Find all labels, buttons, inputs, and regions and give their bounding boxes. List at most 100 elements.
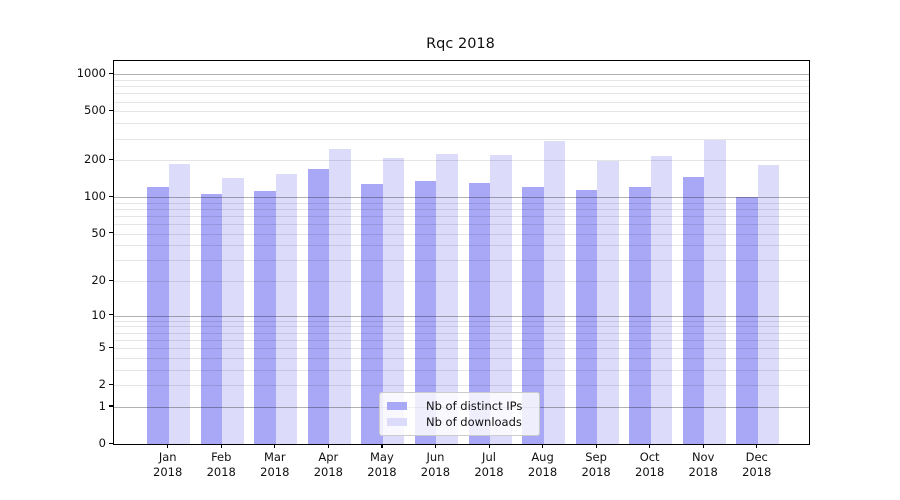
gridline-minor [114,385,809,387]
x-tick-label: May 2018 [354,450,410,480]
gridline-minor [114,332,809,334]
x-tick-year: 2018 [153,465,183,479]
x-tick-month: Apr [318,450,339,464]
x-tick-label: Nov 2018 [675,450,731,480]
gridline-minor [114,111,809,113]
x-tick-year: 2018 [367,465,397,479]
y-tick-mark [109,314,113,316]
x-tick-year: 2018 [742,465,772,479]
gridline-minor [114,339,809,341]
bar [682,177,705,444]
x-tick-label: Oct 2018 [622,450,678,480]
gridline-minor [114,86,809,88]
x-tick-year: 2018 [581,465,611,479]
y-tick-label: 50 [91,225,106,240]
y-tick-mark [109,158,113,160]
bar [468,182,490,444]
gridline-minor [114,208,809,210]
x-tick-year: 2018 [635,465,665,479]
x-tick-mark [274,444,276,448]
bar [168,164,191,444]
x-tick-year: 2018 [688,465,718,479]
gridline-minor [114,348,809,350]
x-tick-label: Dec 2018 [729,450,785,480]
x-tick-month: Jan [158,450,177,464]
x-tick-month: Jun [426,450,445,464]
gridline-minor [114,320,809,322]
gridline-minor [114,93,809,95]
y-tick-label: 10 [91,307,106,322]
x-tick-month: May [370,450,394,464]
x-tick-year: 2018 [527,465,558,479]
y-tick-label: 200 [84,152,106,167]
bar [329,149,351,444]
bar [361,184,383,444]
gridline-minor [114,224,809,226]
x-tick-year: 2018 [206,465,236,479]
y-tick-mark [109,109,113,112]
gridline-major [114,74,809,76]
bar [490,155,512,444]
legend-label: Nb of distinct IPs [426,398,523,413]
bar [597,161,619,444]
gridline-minor [114,80,809,81]
x-tick-mark [434,444,437,448]
y-tick-label: 1 [98,398,106,413]
x-tick-month: Mar [263,450,286,464]
legend-swatch-downloads [387,418,407,427]
bar [222,178,244,444]
bar [147,186,169,444]
bar [307,168,330,444]
y-tick-label: 1000 [76,66,106,81]
gridline-minor [114,357,809,359]
gridline-minor [114,369,809,371]
bar [382,157,405,444]
bar [736,196,758,444]
x-tick-month: Dec [745,450,768,464]
x-tick-label: Apr 2018 [300,450,356,480]
bar [200,194,223,444]
x-tick-month: Oct [639,450,660,464]
y-tick-mark [109,72,113,75]
x-tick-label: Jan 2018 [140,450,196,480]
x-tick-mark [220,444,222,448]
x-tick-year: 2018 [420,465,451,479]
bar [414,181,437,444]
legend-item: Nb of distinct IPs [387,399,532,413]
gridline-minor [114,138,809,140]
gridline-minor [114,202,809,204]
gridline-minor [114,245,809,247]
legend: Nb of distinct IPs Nb of downloads [379,392,540,436]
gridline-major [114,315,809,317]
x-tick-mark [649,444,651,448]
bar [650,155,673,444]
x-tick-mark [488,444,490,448]
bar [275,173,298,444]
y-tick-label: 0 [98,436,106,450]
y-tick-mark [109,279,113,281]
gridline-minor [114,215,809,217]
gridline-minor [114,123,809,125]
x-tick-label: Jul 2018 [461,450,517,480]
x-tick-year: 2018 [474,465,504,479]
plot-area [113,60,810,445]
bar [629,187,651,444]
legend-item: Nb of downloads [387,415,532,429]
y-tick-label: 2 [98,377,106,392]
y-tick-mark [109,405,113,407]
y-tick-label: 5 [98,340,106,355]
x-tick-month: Jul [482,450,496,464]
gridline-major [114,197,809,199]
x-tick-label: Feb 2018 [193,450,249,480]
x-tick-mark [702,444,704,448]
x-tick-mark [167,444,169,448]
gridline-minor [114,281,809,283]
x-tick-year: 2018 [313,465,343,479]
x-tick-mark [381,444,383,448]
x-tick-month: Sep [585,450,607,464]
gridline-minor [114,101,809,103]
gridline-minor [114,160,809,162]
y-tick-mark [109,195,113,197]
x-tick-mark [542,444,544,448]
